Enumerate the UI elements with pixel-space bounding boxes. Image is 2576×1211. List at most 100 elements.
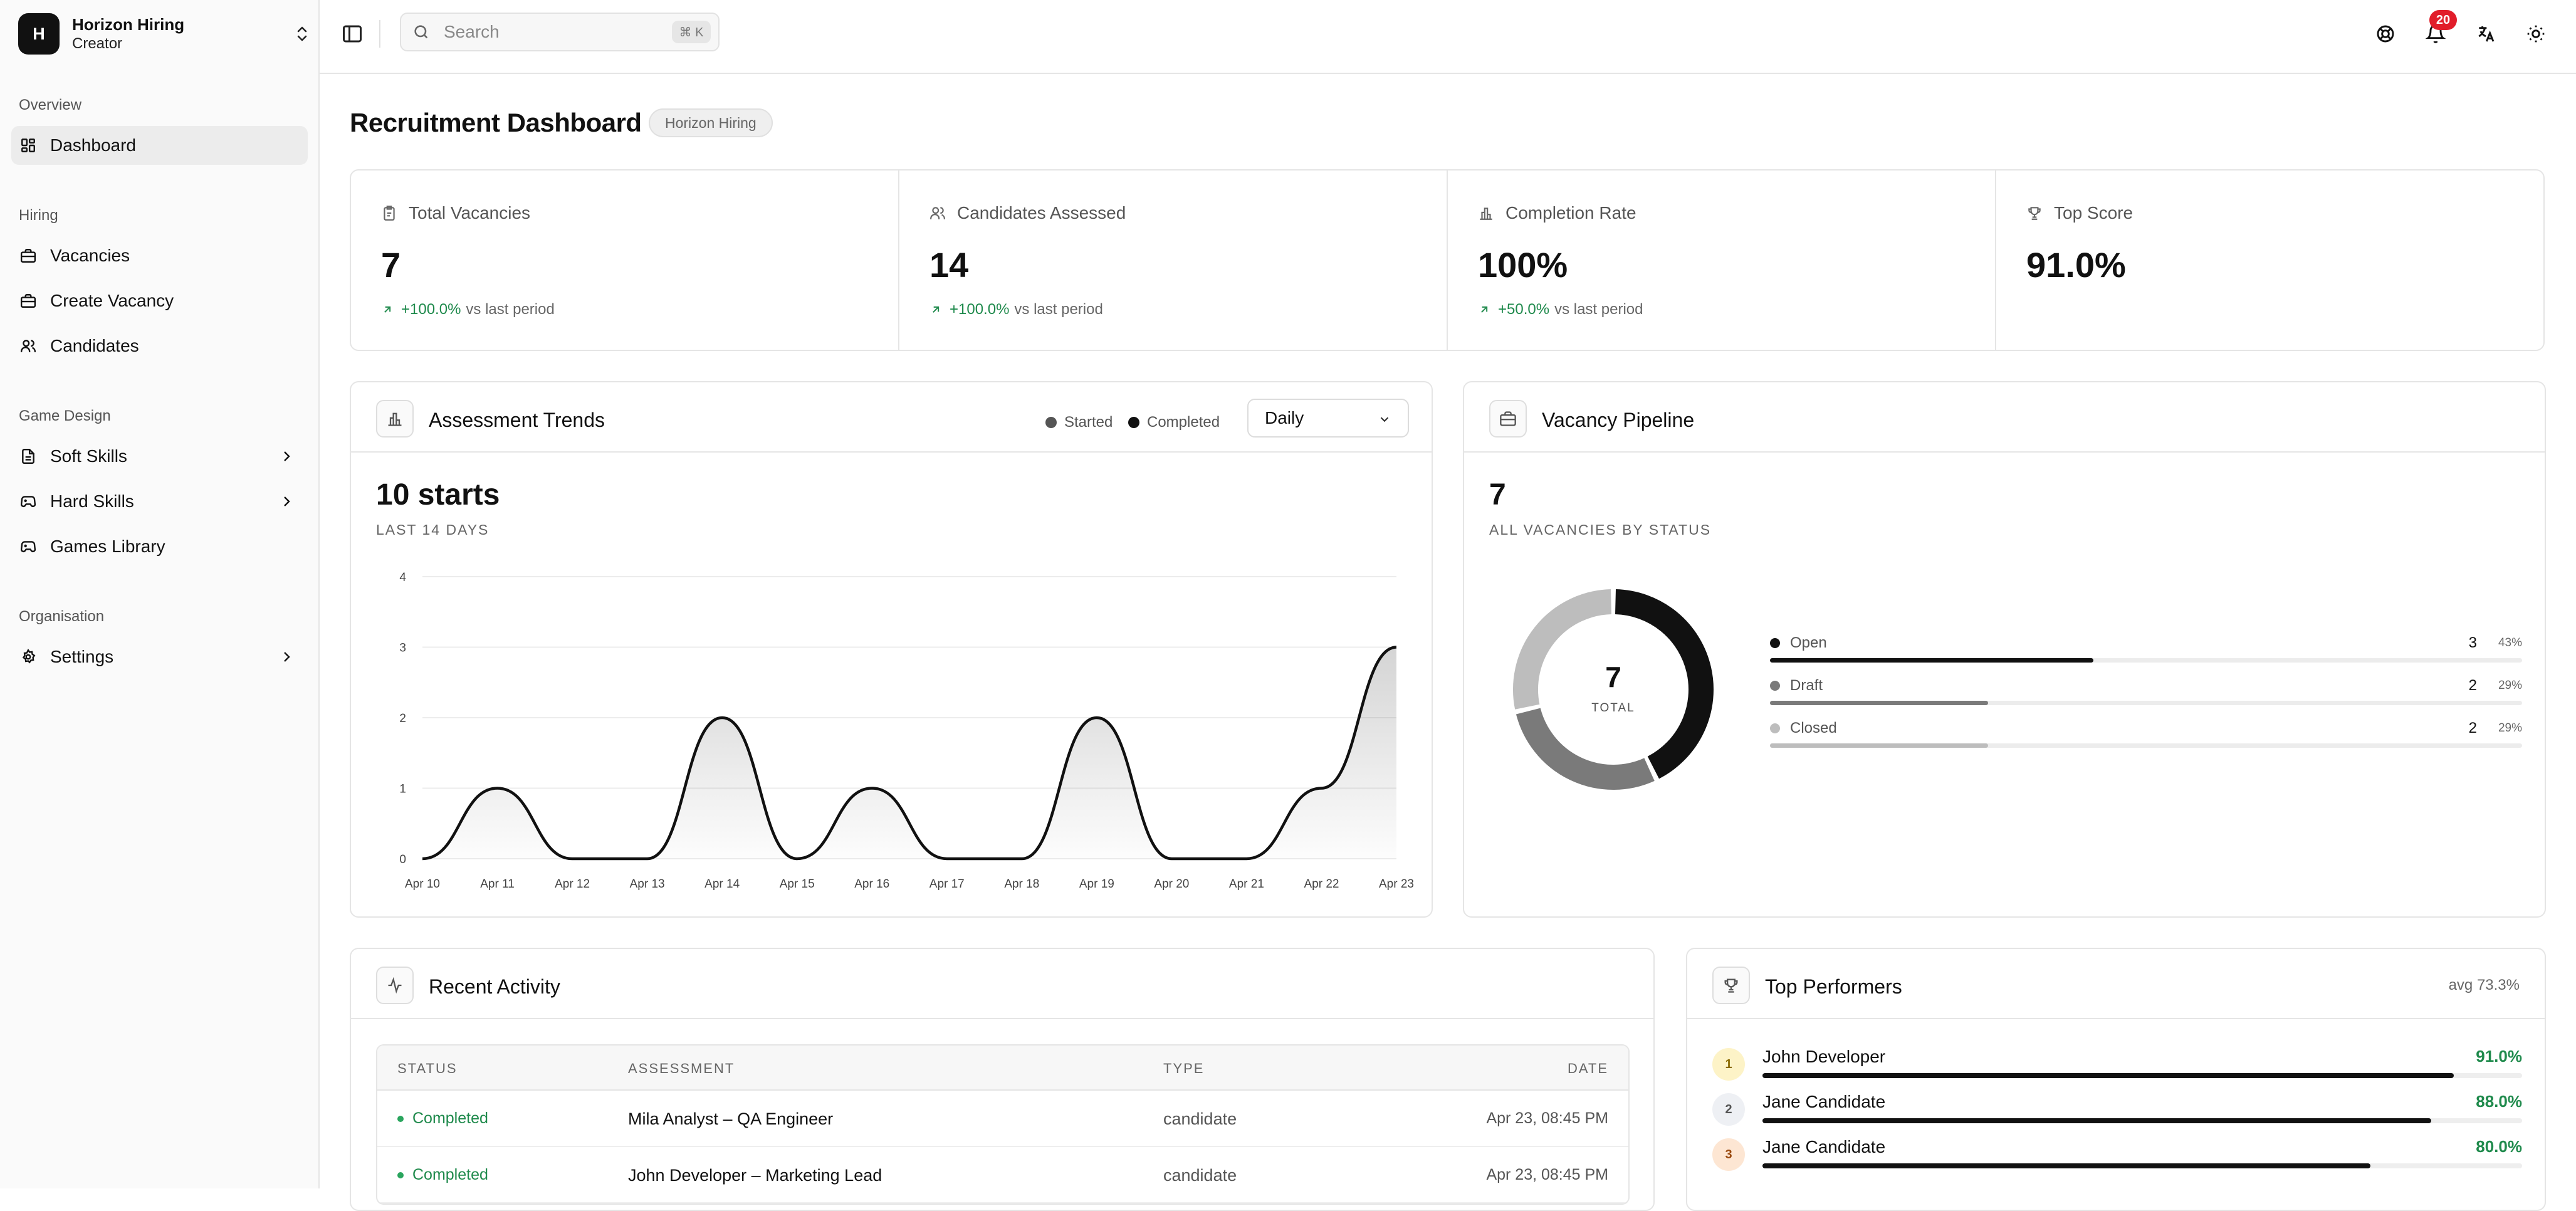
column-status[interactable]: STATUS [397,1061,458,1076]
top-performers-card: Top Performers avg 73.3% 1 John Develope… [1686,948,2546,1211]
status-text: Completed [412,1166,488,1183]
sun-icon[interactable] [2525,23,2547,45]
card-header: Assessment Trends Started Completed Dail… [351,382,1432,453]
performer-row[interactable]: 1 John Developer 91.0% [1712,1044,2522,1089]
score-track [1762,1163,2522,1168]
rank-badge: 3 [1712,1138,1745,1171]
sidebar-item-games-library[interactable]: Games Library [11,527,308,566]
x-tick-label: Apr 21 [1229,878,1264,891]
sidebar-item-hard-skills[interactable]: Hard Skills [11,482,308,521]
status-swatch [1770,723,1780,733]
performer-row[interactable]: 2 Jane Candidate 88.0% [1712,1089,2522,1135]
toolbar-divider [379,20,380,48]
period-select-value: Daily [1265,408,1304,427]
score-fill [1762,1163,2370,1168]
y-tick-label: 2 [399,712,406,725]
x-tick-label: Apr 15 [780,878,815,891]
series-line [422,646,1397,861]
y-tick-label: 3 [399,642,406,655]
translate-icon[interactable] [2474,23,2497,45]
nav-group-organisation: Organisation [19,608,105,625]
pipeline-donut [1513,589,1714,790]
users-icon [930,207,945,219]
x-tick-label: Apr 13 [630,878,665,891]
x-tick-label: Apr 12 [555,878,590,891]
legend-started: Started [1045,414,1113,431]
briefcase-icon [1489,400,1527,438]
table-header: STATUS ASSESSMENT TYPE DATE [377,1046,1628,1091]
sidebar-item-label: Soft Skills [50,446,127,466]
assessment-date: Apr 23, 08:45 PM [1486,1166,1608,1183]
donut-slice-draft [1516,708,1655,790]
donut-slice-open [1615,589,1714,779]
performer-row[interactable]: 3 Jane Candidate 80.0% [1712,1135,2522,1180]
workspace-text: Horizon Hiring Creator [72,14,293,53]
score-track [1762,1073,2522,1078]
chevron-right-icon [284,496,290,506]
legend-swatch [1128,417,1139,428]
legend-swatch [1045,417,1057,428]
performer-name: John Developer [1762,1047,1886,1066]
sidebar-toggle-icon[interactable] [341,23,364,45]
sidebar-item-vacancies[interactable]: Vacancies [11,236,308,275]
gear-icon [22,649,36,664]
notification-badge: 20 [2429,10,2457,30]
search-input[interactable]: Search ⌘ K [400,13,720,51]
assessment-date: Apr 23, 08:45 PM [1486,1109,1608,1127]
status-pct: 29% [2498,679,2522,692]
x-tick-label: Apr 18 [1004,878,1039,891]
status-track [1770,658,2522,663]
status-text: Completed [412,1109,488,1127]
stats-row: Total Vacancies 7 +100.0% vs last period… [350,169,2545,351]
stat-delta-value: +100.0% [950,301,1010,318]
workspace-name: Horizon Hiring [72,15,185,34]
status-track [1770,701,2522,705]
x-tick-label: Apr 16 [854,878,889,891]
dashboard-icon [21,139,35,152]
column-type[interactable]: TYPE [1163,1061,1205,1076]
table-row[interactable]: Completed John Developer – Marketing Lea… [377,1147,1628,1203]
performers-average: avg 73.3% [2448,977,2520,993]
column-assessment[interactable]: ASSESSMENT [628,1061,735,1076]
donut-total-label: TOTAL [1591,701,1635,715]
pipeline-row-closed: Closed 2 29% [1770,720,2522,751]
stat-label-text: Total Vacancies [409,203,531,223]
sidebar-item-settings[interactable]: Settings [11,637,308,676]
stat-candidates-assessed: Candidates Assessed 14 +100.0% vs last p… [899,170,1448,350]
document-icon [22,448,34,464]
workspace-logo: H [18,13,60,55]
column-date[interactable]: DATE [1567,1061,1608,1076]
trophy-icon [1712,967,1750,1004]
stat-label: Top Score [2026,203,2133,223]
status-dot [397,1172,404,1178]
stat-top-score: Top Score 91.0% [1996,170,2543,350]
status-label: Open [1790,634,1827,651]
stat-label-text: Completion Rate [1505,203,1636,223]
stat-delta: +100.0% vs last period [929,301,1103,318]
status-pct: 43% [2498,636,2522,649]
sidebar-item-label: Vacancies [50,246,130,265]
help-icon[interactable] [2374,23,2397,45]
status-swatch [1770,681,1780,691]
x-tick-label: Apr 11 [480,878,515,891]
card-title: Assessment Trends [429,409,605,431]
clipboard-icon [384,206,395,221]
table-row[interactable]: Completed Mila Analyst – QA Engineer can… [377,1091,1628,1147]
workspace-switcher[interactable]: H Horizon Hiring Creator [18,13,312,55]
stat-delta: +100.0% vs last period [381,301,555,318]
sidebar-item-candidates[interactable]: Candidates [11,327,308,365]
stat-value: 7 [381,245,401,285]
period-select[interactable]: Daily [1247,399,1409,438]
status-count: 2 [2468,677,2477,694]
status-pct: 29% [2498,721,2522,735]
trends-caption: LAST 14 DAYS [376,522,490,538]
assessment-type: candidate [1163,1166,1237,1185]
sidebar-item-soft-skills[interactable]: Soft Skills [11,437,308,476]
card-title: Top Performers [1765,975,1902,998]
legend-label: Started [1064,414,1113,431]
sidebar-item-create-vacancy[interactable]: Create Vacancy [11,281,308,320]
nav-group-hiring: Hiring [19,207,58,224]
status-fill [1770,743,1988,748]
sidebar-item-dashboard[interactable]: Dashboard [11,126,308,165]
stat-label-text: Top Score [2054,203,2134,223]
